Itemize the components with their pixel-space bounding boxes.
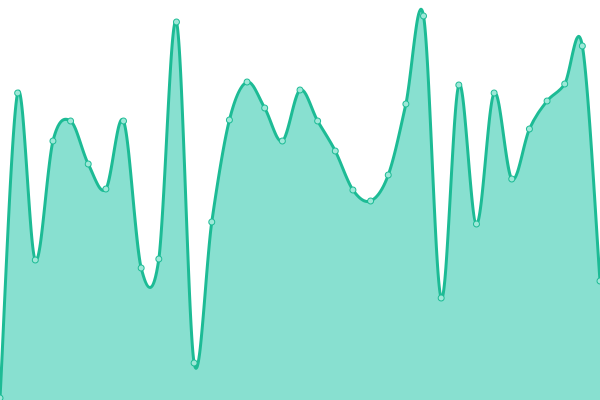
data-point bbox=[384, 171, 392, 179]
data-point bbox=[120, 117, 128, 125]
data-point bbox=[525, 125, 533, 133]
data-point bbox=[349, 186, 357, 194]
data-point bbox=[190, 359, 198, 367]
data-point bbox=[102, 185, 110, 193]
data-point bbox=[331, 147, 339, 155]
data-point bbox=[543, 97, 551, 105]
data-point bbox=[84, 160, 92, 168]
data-point bbox=[402, 100, 410, 108]
data-point bbox=[155, 255, 163, 263]
data-point bbox=[561, 80, 569, 88]
data-point bbox=[261, 104, 269, 112]
data-point bbox=[137, 264, 145, 272]
data-point bbox=[0, 394, 4, 400]
area-fill bbox=[0, 9, 600, 400]
data-point bbox=[367, 197, 375, 205]
data-point bbox=[225, 116, 233, 124]
data-point bbox=[508, 175, 516, 183]
data-point bbox=[472, 220, 480, 228]
data-point bbox=[49, 137, 57, 145]
data-point bbox=[490, 89, 498, 97]
data-point bbox=[67, 117, 75, 125]
data-point bbox=[243, 78, 251, 86]
data-point bbox=[578, 42, 586, 50]
data-point bbox=[420, 12, 428, 20]
data-markers bbox=[0, 12, 600, 400]
data-point bbox=[296, 86, 304, 94]
data-point bbox=[31, 256, 39, 264]
data-point bbox=[455, 81, 463, 89]
data-point bbox=[14, 89, 22, 97]
data-point bbox=[208, 218, 216, 226]
data-point bbox=[172, 18, 180, 26]
data-point bbox=[596, 277, 600, 285]
data-point bbox=[437, 294, 445, 302]
data-point bbox=[278, 137, 286, 145]
data-point bbox=[314, 117, 322, 125]
